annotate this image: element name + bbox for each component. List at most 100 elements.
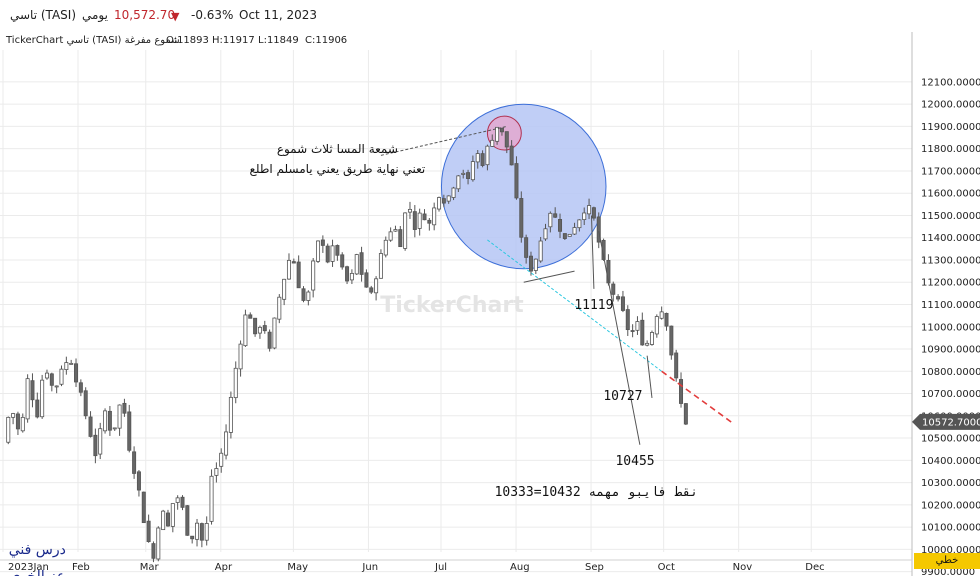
drawn-line[interactable] (380, 125, 507, 156)
candle-body (553, 213, 558, 218)
candle-body (504, 131, 509, 148)
x-tick-label: Sep (585, 562, 604, 573)
annotation-text[interactable]: 10333=10432 نقط فايبو مهمه (495, 485, 699, 500)
last-price-label: 10572.7000 (922, 417, 980, 428)
candle-body (596, 216, 601, 243)
candle-body (204, 523, 209, 541)
x-tick-label: May (287, 562, 308, 573)
candle-body (224, 431, 229, 456)
candle-body (620, 296, 625, 311)
candle-body (519, 198, 524, 238)
candle-body (83, 390, 88, 417)
annotation-text[interactable]: 11119 (574, 298, 613, 313)
candle-body (107, 410, 112, 431)
x-tick-label: Apr (215, 562, 233, 573)
candle-body (349, 273, 354, 281)
drawing-layer[interactable] (440, 103, 607, 270)
candle-body (132, 451, 137, 474)
candle-body (248, 314, 253, 319)
candle-body (49, 373, 54, 386)
candle-body (286, 259, 291, 280)
annotation-layer[interactable]: شمعة المسا ثلاث شموع تعني نهاية طريق يعني… (9, 125, 733, 576)
candle-body (88, 416, 93, 437)
candle-body (582, 212, 587, 220)
candle-body (369, 287, 374, 293)
candle-body (262, 325, 267, 332)
candle-body (591, 207, 596, 219)
candle-body (141, 491, 146, 524)
candle-body (514, 163, 519, 199)
drawn-line[interactable] (523, 270, 575, 283)
candle-body (296, 261, 301, 289)
candle-body (54, 385, 59, 388)
last-price-marker (912, 413, 980, 430)
candle-body (11, 413, 16, 418)
candle-body (533, 258, 538, 271)
candle-body (466, 172, 471, 179)
drawn-line[interactable] (590, 215, 595, 289)
candle-body (330, 245, 335, 262)
percent-change: -0.63% (191, 8, 234, 22)
last-price: 10,572.70 (114, 8, 176, 22)
x-tick-label: Nov (733, 562, 753, 573)
high-value: H:11917 (212, 35, 255, 46)
candle-body (146, 520, 151, 543)
candle-body (78, 382, 83, 393)
candle-body (233, 367, 238, 399)
y-tick-label: 11700.0000 (921, 166, 980, 177)
candle-body (127, 411, 132, 451)
period-label[interactable]: يومي (82, 8, 108, 22)
drawn-circle[interactable] (440, 103, 607, 270)
candle-body (587, 205, 592, 215)
annotation-text[interactable]: شمعة المسا ثلاث شموع (277, 142, 398, 157)
candle-body (645, 342, 650, 346)
y-axis[interactable]: 12100.0000 12000.0000 11900.0000 11800.0000… (912, 77, 980, 576)
symbol-name[interactable]: تاسي (TASI) (10, 8, 77, 22)
candle-body (451, 187, 456, 198)
close-value: C:11906 (305, 35, 348, 46)
annotation-text[interactable]: درس فني (9, 542, 66, 558)
line-type-button[interactable]: خطي (914, 553, 980, 569)
y-tick-label: 10000.0000 (921, 545, 980, 556)
y-tick-label: 11200.0000 (921, 278, 980, 289)
y-tick-label: 11900.0000 (921, 122, 980, 133)
candle-body (40, 379, 45, 418)
candle-body (403, 212, 408, 249)
watermark: TickerChart (380, 293, 524, 318)
candle-body (277, 296, 282, 320)
annotation-text[interactable]: 10727 (603, 389, 642, 404)
candle-body (422, 213, 427, 221)
drawn-line[interactable] (661, 370, 733, 424)
info-bar: TickerChart تاسي (TASI) شموع مفرغة O:118… (0, 34, 912, 48)
annotation-text[interactable]: عز الخوي (9, 569, 65, 576)
x-axis[interactable]: 2023Jan Feb Mar Apr May Jun Jul Aug Sep Oct Nov Dec (8, 562, 825, 573)
y-tick-label: 11600.0000 (921, 189, 980, 200)
y-tick-label: 11000.0000 (921, 322, 980, 333)
open-value: O:11893 (166, 35, 209, 46)
candle-body (649, 332, 654, 345)
drawn-line[interactable] (487, 239, 662, 372)
annotation-text[interactable]: تعني نهاية طريق يعني يامسلم اطلع (250, 162, 426, 177)
candle-body (311, 260, 316, 291)
candle-body (359, 252, 364, 275)
candle-body (209, 475, 214, 522)
candle-body (437, 197, 442, 210)
candle-body (44, 372, 49, 379)
candle-body (170, 503, 175, 527)
y-tick-label: 10900.0000 (921, 345, 980, 356)
candle-body (374, 278, 379, 294)
candle-body (340, 254, 345, 268)
annotation-text[interactable]: 10455 (615, 454, 654, 469)
x-tick-label: Mar (140, 562, 160, 573)
y-tick-label: 10800.0000 (921, 367, 980, 378)
candle-body (30, 380, 35, 401)
candle-body (161, 510, 166, 531)
candle-body (475, 153, 480, 163)
drawn-line[interactable] (646, 355, 653, 399)
candle-body (345, 266, 350, 282)
drawn-line[interactable] (598, 230, 641, 445)
date-label: Oct 11, 2023 (239, 8, 317, 22)
plot-area (0, 50, 912, 552)
source-label: TickerChart تاسي (TASI) شموع مفرغة (6, 35, 180, 46)
